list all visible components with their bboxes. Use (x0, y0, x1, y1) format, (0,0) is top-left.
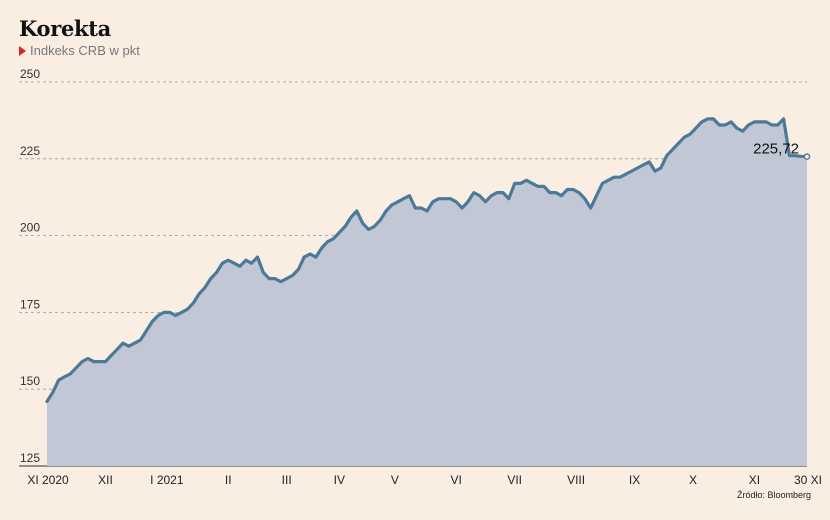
x-tick-label: VII (507, 473, 522, 487)
x-tick-label: II (225, 473, 232, 487)
x-tick-label: XII (98, 473, 113, 487)
source-note: Źródło: Bloomberg (736, 490, 811, 500)
x-tick-label: IV (334, 473, 345, 487)
chart-subtitle: Indkeks CRB w pkt (19, 43, 140, 58)
last-value-label: 225,72 (753, 141, 799, 158)
y-tick-label: 150 (20, 374, 40, 388)
x-tick-label: III (282, 473, 292, 487)
y-tick-label: 250 (20, 67, 40, 81)
x-tick-label: 30 XI (794, 473, 822, 487)
x-tick-label: XI 2020 (27, 473, 69, 487)
y-tick-label: 200 (20, 221, 40, 235)
x-tick-label: XI (749, 473, 760, 487)
x-tick-label: V (391, 473, 399, 487)
y-tick-label: 225 (20, 144, 40, 158)
x-tick-label: X (689, 473, 697, 487)
x-tick-label: I 2021 (150, 473, 184, 487)
chart-subtitle-text: Indkeks CRB w pkt (30, 43, 140, 58)
area-fill (47, 118, 807, 467)
y-tick-label: 125 (20, 451, 40, 465)
x-tick-label: VI (451, 473, 462, 487)
y-tick-label: 175 (20, 297, 40, 311)
series-line (45, 117, 809, 404)
x-tick-label: IX (629, 473, 640, 487)
red-triangle-icon (19, 46, 26, 56)
end-point-marker (803, 153, 811, 160)
chart-title: Korekta (19, 16, 111, 41)
x-tick-label: VIII (567, 473, 585, 487)
area-layer (45, 117, 811, 467)
